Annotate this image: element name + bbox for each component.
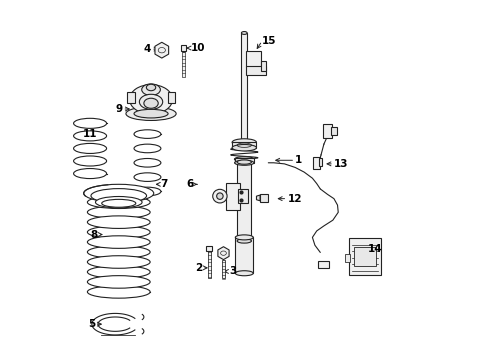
Ellipse shape	[87, 246, 150, 258]
Text: 4: 4	[144, 44, 151, 54]
Text: 10: 10	[191, 43, 205, 53]
Bar	[235, 158, 254, 163]
Bar	[237, 162, 251, 241]
Bar	[206, 246, 212, 251]
Ellipse shape	[87, 206, 150, 219]
Bar	[235, 237, 253, 273]
Ellipse shape	[232, 139, 256, 146]
Ellipse shape	[91, 189, 147, 203]
Bar	[126, 92, 135, 103]
Text: 11: 11	[83, 129, 98, 139]
Text: 9: 9	[115, 104, 122, 114]
Ellipse shape	[144, 98, 158, 108]
Ellipse shape	[87, 196, 150, 208]
Bar	[344, 253, 350, 262]
Text: 7: 7	[161, 179, 168, 189]
Ellipse shape	[213, 189, 227, 203]
Ellipse shape	[234, 157, 254, 162]
Bar	[349, 238, 381, 275]
Ellipse shape	[87, 236, 150, 248]
Ellipse shape	[217, 193, 223, 199]
Ellipse shape	[235, 160, 254, 165]
Ellipse shape	[74, 156, 107, 166]
Text: 6: 6	[187, 179, 194, 189]
Ellipse shape	[129, 85, 172, 114]
Bar	[262, 60, 266, 71]
Polygon shape	[155, 42, 169, 58]
Bar	[313, 157, 319, 169]
Bar	[331, 127, 337, 135]
Ellipse shape	[237, 160, 251, 164]
Ellipse shape	[134, 173, 161, 181]
Text: 1: 1	[295, 155, 302, 165]
Ellipse shape	[87, 276, 150, 288]
Bar	[242, 33, 247, 144]
Ellipse shape	[134, 130, 161, 138]
Bar	[354, 247, 375, 266]
Bar	[318, 158, 322, 166]
Ellipse shape	[87, 226, 150, 238]
Bar	[91, 193, 147, 202]
Ellipse shape	[87, 285, 150, 298]
Bar	[226, 183, 240, 210]
Text: 13: 13	[334, 159, 348, 169]
Ellipse shape	[74, 143, 107, 153]
Ellipse shape	[235, 271, 253, 276]
Ellipse shape	[235, 235, 253, 240]
Ellipse shape	[232, 144, 256, 151]
Ellipse shape	[134, 109, 168, 118]
Ellipse shape	[242, 32, 247, 35]
Ellipse shape	[87, 216, 150, 229]
Text: 5: 5	[88, 319, 95, 329]
Polygon shape	[218, 247, 229, 260]
Text: 8: 8	[91, 230, 98, 239]
Text: 2: 2	[195, 263, 202, 273]
Bar	[260, 194, 268, 202]
Text: 3: 3	[229, 266, 236, 276]
Bar	[246, 66, 266, 75]
Bar	[168, 92, 175, 103]
Bar	[246, 51, 261, 67]
Bar	[323, 124, 332, 138]
Ellipse shape	[74, 118, 107, 129]
Ellipse shape	[142, 84, 160, 95]
Bar	[238, 189, 248, 203]
Ellipse shape	[102, 199, 136, 207]
Ellipse shape	[74, 168, 107, 179]
Ellipse shape	[87, 256, 150, 268]
Bar	[222, 260, 225, 278]
Text: 12: 12	[287, 194, 302, 204]
Ellipse shape	[96, 197, 142, 208]
Ellipse shape	[139, 94, 163, 109]
Bar	[181, 45, 186, 51]
Bar	[232, 142, 256, 148]
Ellipse shape	[237, 239, 251, 243]
Text: 14: 14	[368, 244, 382, 254]
Text: 15: 15	[262, 36, 277, 46]
Ellipse shape	[74, 131, 107, 141]
Ellipse shape	[134, 187, 161, 196]
Ellipse shape	[134, 158, 161, 167]
Ellipse shape	[147, 84, 156, 91]
Ellipse shape	[126, 107, 176, 121]
Polygon shape	[256, 195, 260, 201]
Bar	[208, 251, 211, 278]
Bar	[318, 261, 329, 268]
Bar	[182, 52, 185, 77]
Ellipse shape	[84, 184, 154, 202]
Ellipse shape	[134, 144, 161, 153]
Ellipse shape	[87, 266, 150, 278]
